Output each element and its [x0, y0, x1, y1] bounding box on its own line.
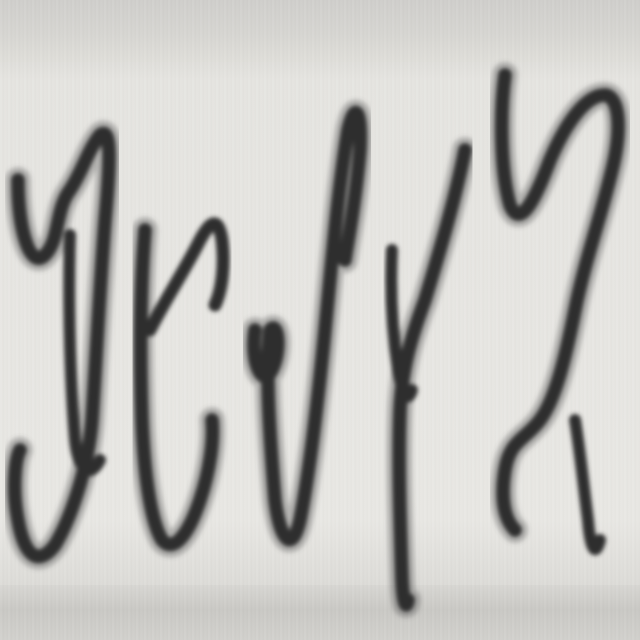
glyph-1 [1, 120, 123, 570]
glyph-5 [488, 62, 632, 556]
bottom-scan-band [0, 585, 640, 640]
top-scan-band [0, 0, 640, 62]
glyph-2 [127, 217, 230, 558]
glyph-3 [240, 99, 374, 553]
glyph-4 [385, 137, 478, 618]
